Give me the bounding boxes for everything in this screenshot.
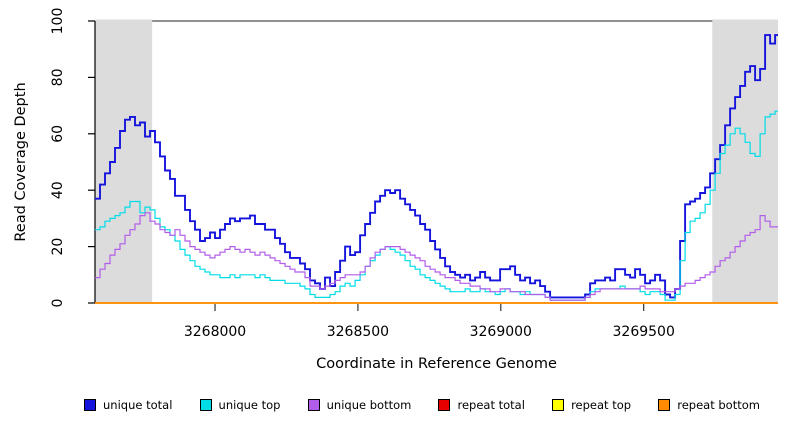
legend-item-repeat-top: repeat top <box>552 398 631 412</box>
series-unique-bottom <box>95 212 778 301</box>
y-tick-label: 80 <box>50 68 66 86</box>
shaded-region-left <box>95 19 153 303</box>
coverage-plot: 0 20 40 60 80 100 3268000 3268500 3269000 3269500 <box>50 8 778 340</box>
chart-legend: unique total unique top unique bottom repea… <box>84 398 760 412</box>
legend-swatch-repeat-bottom <box>658 399 671 411</box>
legend-item-unique-bottom: unique bottom <box>307 398 412 412</box>
legend-swatch-unique-total <box>84 399 96 411</box>
x-tick-label: 3268000 <box>184 324 246 340</box>
legend-swatch-unique-bottom <box>307 399 320 411</box>
y-tick-label: 0 <box>50 299 66 308</box>
legend-label: repeat bottom <box>677 398 760 412</box>
legend-item-repeat-total: repeat total <box>438 398 525 412</box>
y-axis-title: Read Coverage Depth <box>13 82 29 242</box>
legend-label: unique top <box>218 398 281 412</box>
shaded-region-right <box>712 19 778 303</box>
legend-label: unique total <box>103 398 173 412</box>
x-tick-label: 3269000 <box>470 324 532 340</box>
legend-label: repeat total <box>457 398 525 412</box>
series-unique-total <box>95 34 778 299</box>
legend-swatch-unique-top <box>199 399 212 411</box>
legend-item-repeat-bottom: repeat bottom <box>658 398 760 412</box>
y-tick-label: 60 <box>50 125 66 143</box>
legend-label: repeat top <box>571 398 632 412</box>
y-tick-label: 40 <box>50 181 66 199</box>
legend-item-unique-top: unique top <box>199 398 281 412</box>
y-tick-label: 20 <box>50 238 66 256</box>
x-tick-label: 3269500 <box>613 324 675 340</box>
y-tick-label: 100 <box>50 8 66 35</box>
x-tick-label: 3268500 <box>327 324 389 340</box>
series-unique-top <box>95 110 778 301</box>
legend-swatch-repeat-top <box>552 399 565 411</box>
legend-item-unique-total: unique total <box>84 398 172 412</box>
legend-swatch-repeat-total <box>438 399 451 411</box>
x-axis-title: Coordinate in Reference Genome <box>316 356 557 372</box>
legend-label: unique bottom <box>326 398 412 412</box>
